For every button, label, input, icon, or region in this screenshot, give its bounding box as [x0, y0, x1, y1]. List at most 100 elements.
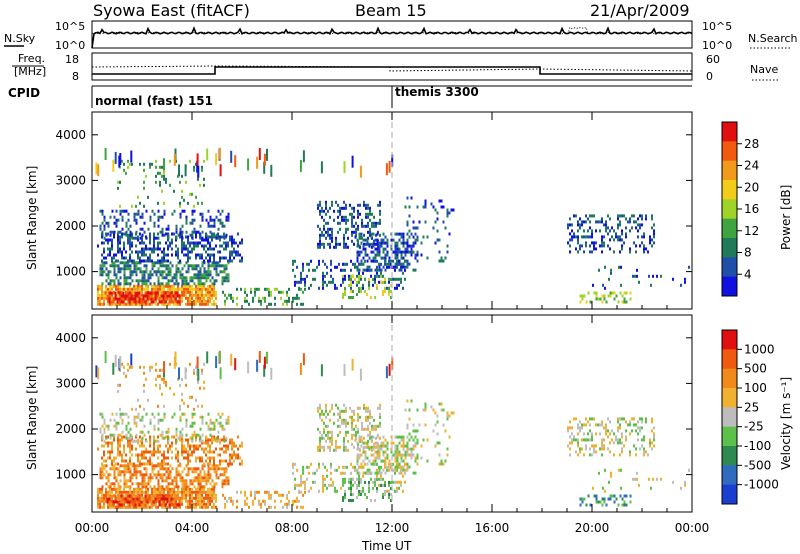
- velocity-cell: [595, 497, 598, 501]
- power-cell: [178, 164, 180, 177]
- velocity-cell: [113, 418, 116, 422]
- velocity-cell: [613, 432, 615, 436]
- power-cell: [189, 221, 192, 225]
- velocity-cell: [221, 482, 224, 486]
- velocity-cell: [227, 479, 230, 483]
- power-cell: [199, 284, 201, 288]
- power-cell: [111, 296, 113, 300]
- power-cell: [605, 220, 607, 224]
- power-cell: [225, 218, 228, 222]
- velocity-cell: [398, 486, 400, 490]
- velocity-cell: [139, 365, 141, 369]
- velocity-cell: [101, 412, 104, 416]
- velocity-cell: [197, 499, 199, 503]
- power-cell: [581, 294, 584, 298]
- velocity-cell: [129, 438, 131, 442]
- power-cell: [165, 302, 167, 306]
- velocity-cell: [139, 404, 141, 408]
- colorbar-segment: [722, 238, 737, 258]
- velocity-cell: [414, 441, 417, 445]
- velocity-cell: [258, 351, 261, 363]
- velocity-cell: [569, 435, 571, 439]
- velocity-cell: [384, 444, 387, 448]
- power-cell: [325, 230, 327, 234]
- velocity-cell: [191, 499, 193, 503]
- power-cell: [330, 268, 332, 272]
- power-cell: [440, 199, 443, 203]
- power-cell: [302, 268, 304, 272]
- velocity-cell: [161, 377, 163, 381]
- power-cell: [358, 271, 360, 275]
- power-cell: [97, 164, 100, 177]
- velocity-cell: [129, 505, 131, 509]
- velocity-cell: [109, 487, 111, 491]
- power-cell: [357, 215, 359, 219]
- power-cell: [141, 302, 143, 306]
- velocity-cell: [388, 483, 390, 487]
- velocity-cell: [167, 456, 169, 460]
- velocity-cell: [157, 464, 160, 468]
- power-cell: [344, 277, 346, 281]
- power-cell: [378, 241, 381, 245]
- velocity-cell: [173, 356, 176, 369]
- velocity-cell: [345, 406, 347, 410]
- power-cell: [143, 253, 145, 257]
- power-cell: [149, 259, 151, 263]
- velocity-cell: [356, 471, 359, 475]
- velocity-cell: [167, 505, 169, 509]
- velocity-cell: [133, 470, 136, 474]
- power-cell: [199, 253, 201, 257]
- velocity-cell: [583, 432, 585, 436]
- power-cell: [137, 256, 139, 260]
- velocity-cell: [197, 493, 199, 497]
- power-cell: [398, 232, 401, 236]
- velocity-cell: [339, 424, 341, 428]
- power-cell: [410, 196, 413, 200]
- velocity-cell: [169, 482, 172, 486]
- power-cell: [333, 245, 335, 249]
- power-cell: [125, 221, 128, 225]
- velocity-cell: [113, 438, 115, 442]
- velocity-cell: [179, 435, 181, 439]
- velocity-cell: [410, 399, 413, 403]
- velocity-cell: [617, 426, 619, 430]
- velocity-cell: [103, 493, 105, 497]
- power-cell: [288, 287, 290, 291]
- velocity-cell: [170, 500, 173, 504]
- velocity-cell: [135, 424, 138, 428]
- power-cell: [131, 270, 134, 274]
- velocity-cell: [376, 487, 378, 490]
- velocity-cell: [645, 417, 647, 421]
- power-cell: [304, 287, 306, 291]
- power-cell: [392, 277, 394, 281]
- power-cell: [331, 230, 333, 234]
- power-cell: [643, 247, 645, 251]
- velocity-cell: [302, 480, 304, 484]
- velocity-cell: [217, 430, 220, 434]
- velocity-cell: [394, 456, 397, 460]
- velocity-cell: [300, 505, 302, 509]
- power-cell: [641, 235, 643, 239]
- velocity-cell: [213, 490, 215, 494]
- velocity-cell: [363, 403, 365, 407]
- power-cell: [187, 250, 189, 254]
- velocity-cell: [131, 447, 133, 451]
- velocity-cell: [376, 490, 378, 493]
- power-cell: [118, 297, 121, 301]
- power-cell: [213, 290, 215, 294]
- velocity-cell: [159, 464, 162, 468]
- power-cell: [339, 242, 341, 246]
- velocity-cell: [151, 490, 153, 494]
- velocity-cell: [579, 450, 581, 454]
- velocity-cell: [388, 481, 390, 484]
- velocity-cell: [330, 471, 332, 475]
- power-cell: [187, 299, 189, 303]
- power-cell: [213, 282, 216, 286]
- velocity-cell: [400, 471, 403, 475]
- velocity-cell: [353, 445, 355, 449]
- velocity-cell: [386, 444, 389, 448]
- power-cell: [164, 300, 167, 304]
- velocity-cell: [160, 503, 163, 507]
- power-cell: [119, 235, 121, 239]
